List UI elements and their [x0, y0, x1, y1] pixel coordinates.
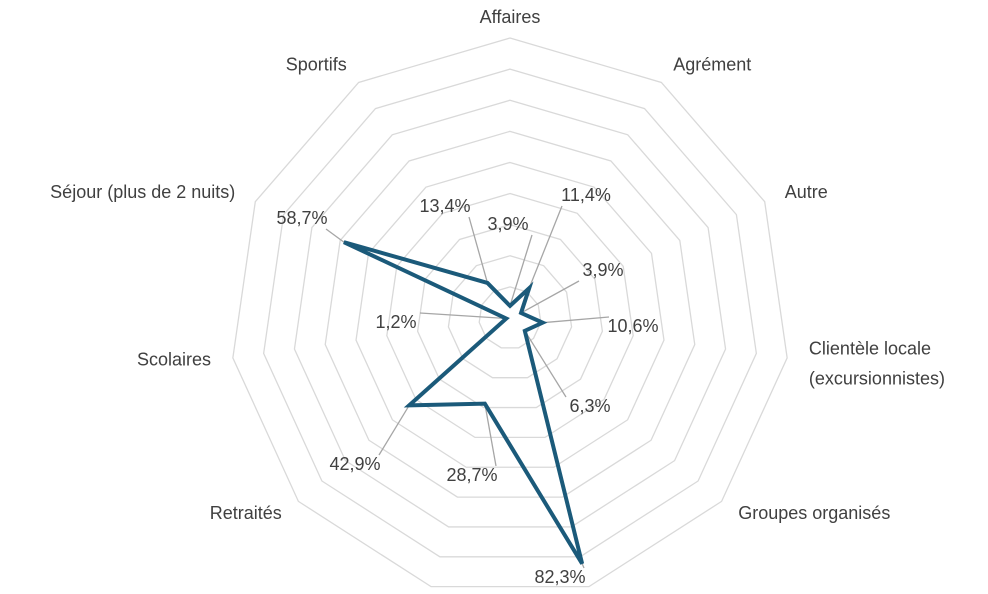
value-label: 6,3%: [569, 396, 610, 416]
category-label: Sportifs: [286, 54, 347, 74]
radar-line: [343, 240, 585, 565]
leader-line: [542, 316, 610, 324]
value-label: 13,4%: [419, 196, 470, 216]
leader-line: [419, 312, 507, 320]
leader-line: [325, 228, 345, 243]
grid-ring: [293, 99, 727, 528]
value-label: 42,9%: [329, 454, 380, 474]
value-label: 3,9%: [487, 214, 528, 234]
grid-ring: [447, 255, 573, 379]
grid-ring: [478, 286, 542, 349]
leader-line: [484, 403, 497, 467]
leader-line: [468, 216, 489, 284]
value-label: 11,4%: [561, 185, 611, 205]
category-label: Retraités: [210, 503, 282, 523]
leader-line: [378, 405, 410, 456]
category-label: Autre: [785, 182, 828, 202]
category-label: Séjour (plus de 2 nuits): [50, 182, 235, 202]
value-label: 3,9%: [582, 260, 623, 280]
leader-line: [581, 563, 585, 569]
grid-ring: [262, 68, 758, 558]
category-label: Affaires: [480, 7, 541, 27]
value-label: 10,6%: [607, 316, 658, 336]
grid-ring: [232, 37, 788, 588]
value-label: 1,2%: [375, 312, 416, 332]
category-label: Groupes organisés: [738, 503, 890, 523]
value-label: 82,3%: [534, 567, 585, 587]
value-label: 28,7%: [446, 465, 497, 485]
category-label: Scolaires: [137, 349, 211, 369]
leader-line: [520, 280, 580, 314]
value-label: 58,7%: [276, 208, 327, 228]
leader-line: [509, 234, 533, 307]
grid-ring: [355, 161, 665, 468]
leader-line: [528, 205, 563, 289]
grid-ring: [416, 223, 604, 409]
category-label: Clientèle locale (excursionnistes): [809, 338, 945, 388]
grid-ring: [324, 130, 696, 498]
leader-line: [524, 330, 567, 398]
category-label: Agrément: [673, 54, 751, 74]
